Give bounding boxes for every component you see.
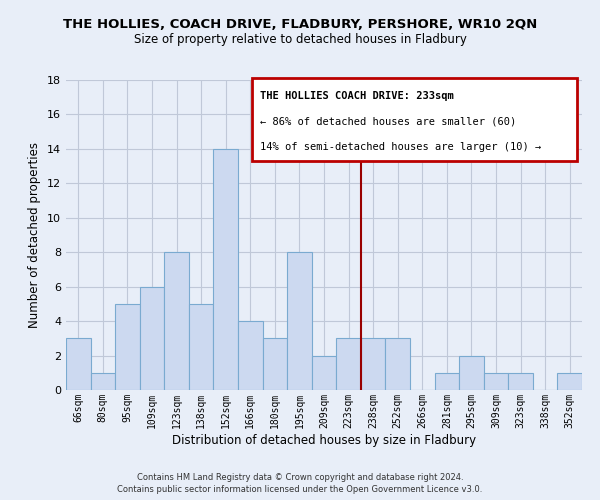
Bar — [508, 373, 533, 390]
Bar — [164, 252, 189, 390]
Bar — [214, 149, 238, 390]
Text: ← 86% of detached houses are smaller (60): ← 86% of detached houses are smaller (60… — [260, 116, 516, 126]
Bar — [361, 338, 385, 390]
Text: Size of property relative to detached houses in Fladbury: Size of property relative to detached ho… — [134, 32, 466, 46]
Text: Contains public sector information licensed under the Open Government Licence v3: Contains public sector information licen… — [118, 485, 482, 494]
Bar — [336, 338, 361, 390]
FancyBboxPatch shape — [252, 78, 577, 160]
Bar — [263, 338, 287, 390]
Bar — [238, 321, 263, 390]
Bar — [140, 286, 164, 390]
Bar — [189, 304, 214, 390]
Bar — [115, 304, 140, 390]
Bar — [459, 356, 484, 390]
Text: Contains HM Land Registry data © Crown copyright and database right 2024.: Contains HM Land Registry data © Crown c… — [137, 472, 463, 482]
Bar — [91, 373, 115, 390]
Bar — [287, 252, 312, 390]
Bar — [434, 373, 459, 390]
X-axis label: Distribution of detached houses by size in Fladbury: Distribution of detached houses by size … — [172, 434, 476, 446]
Bar — [312, 356, 336, 390]
Bar — [484, 373, 508, 390]
Text: THE HOLLIES COACH DRIVE: 233sqm: THE HOLLIES COACH DRIVE: 233sqm — [260, 91, 453, 101]
Y-axis label: Number of detached properties: Number of detached properties — [28, 142, 41, 328]
Bar — [385, 338, 410, 390]
Text: 14% of semi-detached houses are larger (10) →: 14% of semi-detached houses are larger (… — [260, 142, 541, 152]
Bar — [557, 373, 582, 390]
Text: THE HOLLIES, COACH DRIVE, FLADBURY, PERSHORE, WR10 2QN: THE HOLLIES, COACH DRIVE, FLADBURY, PERS… — [63, 18, 537, 30]
Bar — [66, 338, 91, 390]
